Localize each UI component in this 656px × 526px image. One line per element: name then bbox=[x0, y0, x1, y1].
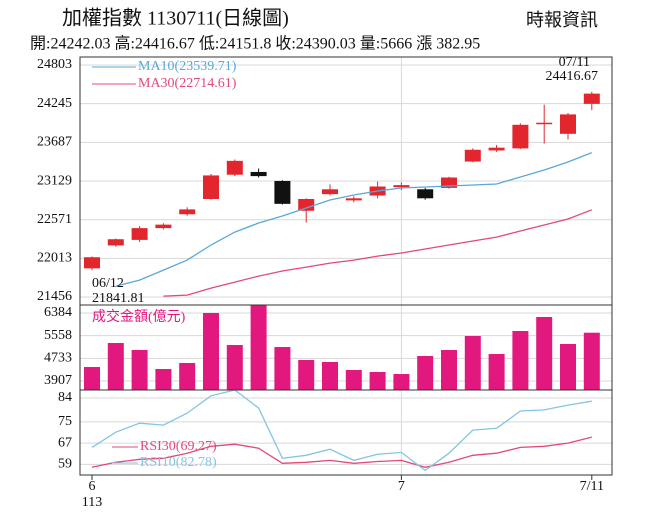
y-tick-label: 84 bbox=[58, 390, 72, 405]
bar bbox=[155, 369, 172, 390]
y-tick-label: 75 bbox=[58, 414, 72, 429]
candle-body bbox=[464, 149, 481, 162]
bar bbox=[274, 347, 291, 390]
bar bbox=[179, 363, 196, 390]
y-tick-label: 23687 bbox=[37, 135, 72, 150]
y-tick-label: 67 bbox=[58, 435, 72, 450]
bar bbox=[369, 372, 386, 390]
candle-body bbox=[298, 198, 315, 211]
bar bbox=[226, 345, 243, 390]
candle-body bbox=[560, 114, 576, 134]
y-tick-label: 6384 bbox=[44, 305, 72, 320]
candle-body bbox=[179, 209, 196, 215]
summary: 開:24242.03 高:24416.67 低:24151.8 收:24390.… bbox=[30, 35, 480, 53]
line bbox=[115, 151, 593, 287]
annotation: 24416.67 bbox=[546, 69, 599, 84]
candle-body bbox=[417, 189, 434, 199]
y-tick-label: 24803 bbox=[37, 57, 72, 72]
candle-body bbox=[536, 122, 553, 125]
panel-title: 成交金額(億元) bbox=[92, 308, 186, 325]
candle-body bbox=[274, 180, 291, 204]
candle-body bbox=[84, 257, 100, 269]
x-tick-label: 7 bbox=[398, 479, 405, 494]
candle-body bbox=[393, 185, 410, 188]
candle-body bbox=[322, 189, 338, 195]
y-tick-label: 22571 bbox=[37, 212, 72, 227]
bar bbox=[583, 332, 600, 390]
annotation: 21841.81 bbox=[92, 291, 145, 306]
bar bbox=[250, 305, 267, 390]
bar bbox=[322, 361, 338, 390]
y-tick-label: 59 bbox=[58, 457, 72, 472]
y-tick-label: 21456 bbox=[37, 289, 72, 304]
bar bbox=[203, 312, 219, 390]
y-tick-label: 4733 bbox=[44, 351, 72, 366]
legend-label: MA10(23539.71) bbox=[138, 59, 237, 74]
y-tick-label: 22013 bbox=[37, 251, 72, 266]
candle-body bbox=[441, 177, 457, 188]
bar bbox=[512, 331, 529, 390]
candle-body bbox=[512, 124, 529, 149]
marks-layer bbox=[84, 91, 600, 472]
bar bbox=[441, 350, 457, 390]
candle-body bbox=[155, 224, 172, 229]
legend-label: MA30(22714.61) bbox=[138, 76, 237, 91]
candle-body bbox=[131, 228, 148, 240]
candle-body bbox=[107, 239, 124, 246]
source: 時報資訊 bbox=[526, 10, 598, 30]
bar bbox=[488, 354, 505, 390]
bar bbox=[131, 350, 148, 390]
candle-body bbox=[583, 93, 600, 104]
bar bbox=[560, 343, 576, 390]
bar bbox=[464, 336, 481, 390]
annotation: 06/12 bbox=[92, 276, 124, 291]
annotation: 07/11 bbox=[559, 55, 590, 70]
legend-label: RSI10(82.78) bbox=[140, 455, 217, 470]
legend-label: RSI30(69.27) bbox=[140, 439, 217, 454]
bar bbox=[345, 370, 362, 390]
candle-body bbox=[203, 175, 219, 199]
y-tick-label: 23129 bbox=[37, 173, 72, 188]
bar bbox=[107, 343, 124, 390]
candle-body bbox=[226, 160, 243, 175]
bar bbox=[536, 317, 553, 390]
line bbox=[91, 436, 592, 468]
x-tick-label: 6 bbox=[89, 479, 96, 494]
line bbox=[91, 389, 592, 472]
frame bbox=[79, 56, 613, 476]
bar bbox=[393, 374, 410, 390]
candle-body bbox=[345, 198, 362, 201]
y-tick-label: 5558 bbox=[44, 328, 72, 343]
y-tick-label: 24245 bbox=[37, 96, 72, 111]
bar bbox=[417, 356, 434, 390]
line bbox=[163, 209, 593, 297]
x-sublabel: 113 bbox=[82, 495, 102, 510]
candle-body bbox=[488, 147, 505, 151]
grid-layer bbox=[80, 57, 612, 475]
y-tick-label: 3907 bbox=[44, 373, 72, 388]
bar bbox=[298, 360, 315, 390]
bar bbox=[84, 367, 100, 390]
candle-body bbox=[250, 171, 267, 177]
x-tick-label: 7/11 bbox=[580, 479, 604, 494]
chart-title: 加權指數 1130711(日線圖) bbox=[62, 7, 289, 30]
